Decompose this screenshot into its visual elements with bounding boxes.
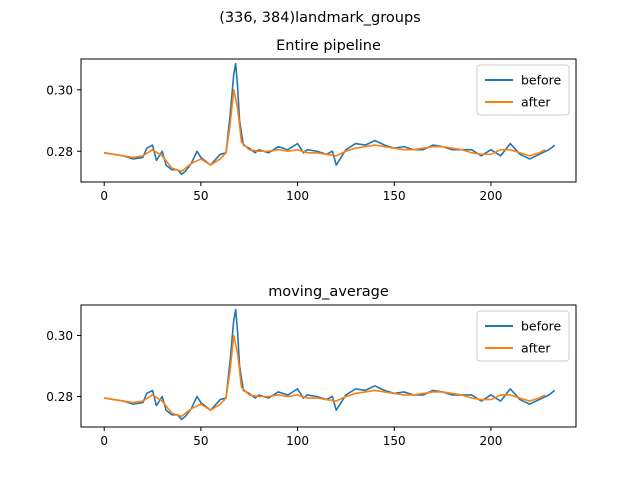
y-tick-label: 0.30 bbox=[46, 329, 73, 343]
x-tick-label: 50 bbox=[193, 434, 208, 448]
x-tick-label: 0 bbox=[100, 434, 108, 448]
x-tick-label: 0 bbox=[100, 189, 108, 203]
y-tick-label: 0.30 bbox=[46, 83, 73, 97]
y-tick-label: 0.28 bbox=[46, 390, 73, 404]
legend-label-before: before bbox=[521, 73, 562, 88]
subplot-title: Entire pipeline bbox=[276, 38, 381, 54]
legend-label-after: after bbox=[521, 341, 551, 356]
series-line-after bbox=[104, 88, 546, 173]
legend: before after bbox=[476, 64, 570, 116]
y-tick-label: 0.28 bbox=[46, 145, 73, 159]
legend-label-before: before bbox=[521, 319, 562, 334]
x-tick-label: 150 bbox=[383, 189, 406, 203]
subplot-title: moving_average bbox=[268, 284, 389, 300]
series-line-after bbox=[104, 334, 546, 418]
axes-frame bbox=[80, 58, 577, 183]
axes-frame bbox=[80, 304, 577, 428]
subplot-entire-pipeline: Entire pipeline 0 50 100 150 200 0.28 0.30 befor… bbox=[46, 38, 577, 203]
legend: before after bbox=[476, 310, 570, 362]
x-tick-label: 50 bbox=[193, 189, 208, 203]
x-tick-label: 200 bbox=[479, 189, 502, 203]
subplot-moving-average: moving_average 0 50 100 150 200 0.28 0.30 before… bbox=[46, 284, 577, 448]
x-tick-label: 150 bbox=[383, 434, 406, 448]
legend-label-after: after bbox=[521, 95, 551, 110]
x-tick-label: 100 bbox=[286, 189, 309, 203]
figure-suptitle: (336, 384)landmark_groups bbox=[219, 10, 420, 26]
x-tick-label: 100 bbox=[286, 434, 309, 448]
x-tick-label: 200 bbox=[479, 434, 502, 448]
